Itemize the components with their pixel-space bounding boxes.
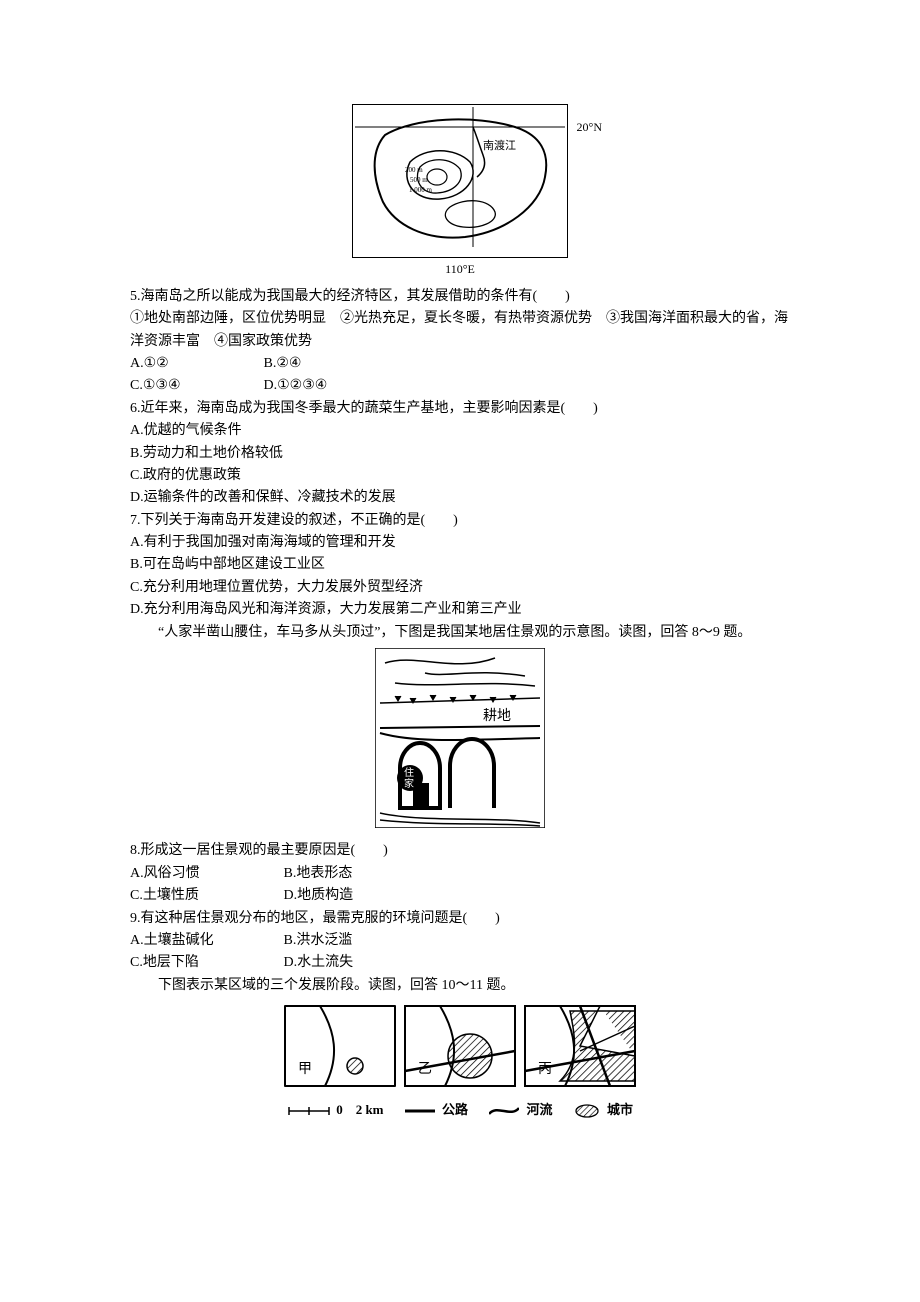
figure-hainan-box: 200 m 500 m 1 000 m 南渡江 — [352, 104, 568, 258]
q9-row1: A.土壤盐碱化 B.洪水泛滥 — [130, 930, 790, 952]
q7-stem: 7.下列关于海南岛开发建设的叙述，不正确的是( ) — [130, 510, 790, 532]
q8-row2: C.土壤性质 D.地质构造 — [130, 885, 790, 907]
q6-opt-b: B.劳动力和土地价格较低 — [130, 443, 790, 465]
contour-200: 200 m — [405, 166, 423, 174]
q9-opt-d: D.水土流失 — [284, 952, 354, 974]
contour-1000: 1 000 m — [409, 186, 433, 194]
dwelling-label-1: 住 — [404, 766, 414, 779]
passage-10-11: 下图表示某区域的三个发展阶段。读图，回答 10～11 题。 — [130, 975, 790, 997]
q5-opt-d: D.①②③④ — [264, 375, 328, 397]
q8-row1: A.风俗习惯 B.地表形态 — [130, 863, 790, 885]
q8-stem: 8.形成这一居住景观的最主要原因是( ) — [130, 840, 790, 862]
q7-opt-c: C.充分利用地理位置优势，大力发展外贸型经济 — [130, 577, 790, 599]
q6-opt-a: A.优越的气候条件 — [130, 420, 790, 442]
q5-opt-a: A.①② — [130, 353, 260, 375]
q9-stem: 9.有这种居住景观分布的地区，最需克服的环境问题是( ) — [130, 908, 790, 930]
q6-opt-d: D.运输条件的改善和保鲜、冷藏技术的发展 — [130, 487, 790, 509]
q8-opt-d: D.地质构造 — [284, 885, 354, 907]
q5-opt-b: B.②④ — [264, 353, 302, 375]
q5-opt-c: C.①③④ — [130, 375, 260, 397]
q9-opt-c: C.地层下陷 — [130, 952, 280, 974]
figure-three-stages: 甲 乙 丙 — [130, 1001, 790, 1121]
legend-river: 河流 — [527, 1102, 553, 1117]
city-icon — [574, 1103, 600, 1119]
q5-stem: 5.海南岛之所以能成为我国最大的经济特区，其发展借助的条件有( ) — [130, 286, 790, 308]
q8-opt-c: C.土壤性质 — [130, 885, 280, 907]
panel-label-jia: 甲 — [298, 1062, 312, 1077]
three-stages-svg: 甲 乙 丙 — [280, 1001, 640, 1091]
q7-opt-b: B.可在岛屿中部地区建设工业区 — [130, 554, 790, 576]
q9-opt-a: A.土壤盐碱化 — [130, 930, 280, 952]
lon-label: 110°E — [352, 260, 568, 279]
q5-row2: C.①③④ D.①②③④ — [130, 375, 790, 397]
farmland-label: 耕地 — [483, 707, 511, 724]
q6-opt-c: C.政府的优惠政策 — [130, 465, 790, 487]
scale-bar-icon — [287, 1105, 331, 1117]
q9-row2: C.地层下陷 D.水土流失 — [130, 952, 790, 974]
contour-500: 500 m — [410, 176, 428, 184]
hainan-map-svg: 200 m 500 m 1 000 m 南渡江 — [355, 107, 565, 247]
legend-road: 公路 — [442, 1102, 468, 1117]
q5-row1: A.①② B.②④ — [130, 353, 790, 375]
q9-opt-b: B.洪水泛滥 — [284, 930, 353, 952]
q6-stem: 6.近年来，海南岛成为我国冬季最大的蔬菜生产基地，主要影响因素是( ) — [130, 398, 790, 420]
passage-8-9: “人家半凿山腰住，车马多从头顶过”，下图是我国某地居住景观的示意图。读图，回答 … — [130, 622, 790, 644]
river-icon — [489, 1104, 519, 1118]
river-label: 南渡江 — [483, 138, 516, 152]
figure-hainan: 200 m 500 m 1 000 m 南渡江 20°N 110°E — [130, 104, 790, 282]
road-icon — [405, 1106, 435, 1116]
figure3-legend: 0 2 km 公路 河流 城市 — [130, 1100, 790, 1121]
scale-text: 0 2 km — [336, 1102, 383, 1117]
q7-opt-d: D.充分利用海岛风光和海洋资源，大力发展第二产业和第三产业 — [130, 599, 790, 621]
lat-label: 20°N — [577, 118, 602, 137]
cave-dwelling-svg: 耕地 住 家 — [375, 648, 545, 828]
dwelling-label-2: 家 — [404, 777, 414, 790]
panel-label-bing: 丙 — [538, 1062, 552, 1077]
panel-label-yi: 乙 — [418, 1061, 432, 1077]
q8-opt-b: B.地表形态 — [284, 863, 353, 885]
legend-city: 城市 — [607, 1102, 633, 1117]
figure-cave-dwelling: 耕地 住 家 — [130, 648, 790, 836]
exam-page: 200 m 500 m 1 000 m 南渡江 20°N 110°E 5.海南岛… — [0, 0, 920, 1185]
q7-opt-a: A.有利于我国加强对南海海域的管理和开发 — [130, 532, 790, 554]
q8-opt-a: A.风俗习惯 — [130, 863, 280, 885]
q5-items: ①地处南部边陲，区位优势明显 ②光热充足，夏长冬暖，有热带资源优势 ③我国海洋面… — [130, 308, 790, 353]
